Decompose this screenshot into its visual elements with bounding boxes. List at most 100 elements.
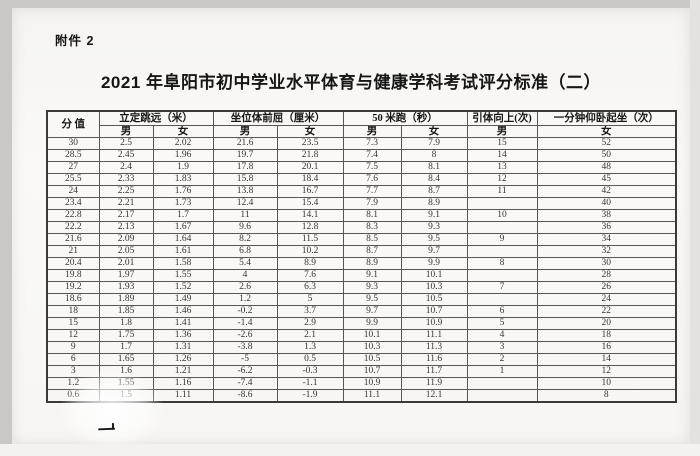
table-cell: 18.4 [276, 173, 344, 186]
table-cell: 40 [536, 197, 677, 210]
table-cell: 22.8 [46, 209, 100, 222]
table-cell: 30 [46, 137, 100, 150]
table-row: 30 2.5 2.02 21.6 23.5 7.3 7.9 15 52 [46, 137, 677, 150]
table-row: 21.6 2.09 1.64 8.2 11.5 8.5 9.5 9 34 [46, 233, 677, 246]
table-cell: 2.02 [152, 137, 214, 150]
table-cell: 11.9 [400, 377, 468, 390]
table-cell: 9.1 [342, 269, 402, 282]
table-cell: 2.9 [276, 317, 344, 330]
table-cell: 7.3 [342, 137, 402, 150]
table-cell: 10.1 [400, 269, 468, 282]
table-cell: 0.5 [276, 353, 344, 366]
table-cell: 24 [536, 293, 677, 306]
table-cell: 13.8 [212, 185, 278, 198]
table-cell: 10 [466, 209, 538, 222]
table-cell: 2.4 [98, 161, 154, 174]
table-cell: 8.9 [342, 257, 402, 270]
table-cell: 11 [466, 185, 538, 198]
table-cell: 6.3 [276, 281, 344, 294]
table-cell: 10.1 [342, 329, 402, 342]
table-cell: -8.6 [212, 389, 278, 403]
table-cell: 36 [536, 221, 677, 234]
table-cell [466, 377, 538, 390]
table-cell: 7.5 [342, 161, 402, 174]
subheader-50m-male: 男 [342, 125, 402, 138]
table-cell: 14 [536, 353, 677, 366]
col-header-score: 分 值 [46, 110, 100, 138]
table-row: 6 1.65 1.26 -5 0.5 10.5 11.6 2 14 [46, 353, 677, 366]
table-cell: 2.01 [98, 257, 154, 270]
table-cell: 7 [466, 281, 538, 294]
subheader-sit-reach-male: 男 [212, 125, 278, 138]
table-cell: 12 [46, 329, 100, 342]
table-cell: 6 [46, 353, 100, 366]
table-cell: 11.5 [276, 233, 344, 246]
table-cell: 1.75 [98, 329, 154, 342]
table-cell: 8.7 [400, 185, 468, 198]
table-cell: 1.97 [98, 269, 154, 282]
table-cell: 7.6 [342, 173, 402, 186]
table-cell: -5 [212, 353, 278, 366]
table-cell: 11.3 [400, 341, 468, 354]
table-cell: 15.8 [212, 173, 278, 186]
table-cell: 8.5 [342, 233, 402, 246]
table-cell: 20.4 [46, 257, 100, 270]
table-row: 20.4 2.01 1.58 5.4 8.9 8.9 9.9 8 30 [46, 257, 677, 270]
table-cell: 9.1 [400, 209, 468, 222]
table-cell: -0.2 [212, 305, 278, 318]
table-cell: 30 [536, 257, 677, 270]
table-cell: 2.21 [98, 197, 154, 210]
table-cell: 9.5 [400, 233, 468, 246]
table-cell: -0.3 [276, 365, 344, 378]
table-cell: 4 [212, 269, 278, 282]
col-header-pull-ups: 引体向上(次) [466, 110, 538, 126]
table-row: 22.2 2.13 1.67 9.6 12.8 8.3 9.3 36 [46, 221, 677, 234]
table-cell: 11 [212, 209, 278, 222]
table-cell: 11.1 [342, 389, 402, 403]
table-cell: 2.17 [98, 209, 154, 222]
table-cell: 9.3 [342, 281, 402, 294]
table-row: 25.5 2.33 1.83 15.8 18.4 7.6 8.4 12 45 [46, 173, 677, 186]
table-cell: 22 [536, 305, 677, 318]
table-row: 9 1.7 1.31 -3.8 1.3 10.3 11.3 3 16 [46, 341, 677, 354]
table-row: 19.2 1.93 1.52 2.6 6.3 9.3 10.3 7 26 [46, 281, 677, 294]
subheader-50m-female: 女 [400, 125, 468, 138]
table-cell: 10.9 [400, 317, 468, 330]
table-cell: 1.11 [152, 389, 214, 403]
table-cell: 34 [536, 233, 677, 246]
table-cell [466, 197, 538, 210]
table-cell: 9 [466, 233, 538, 246]
table-cell: 2.09 [98, 233, 154, 246]
table-cell: 1.89 [98, 293, 154, 306]
table-cell: 1.64 [152, 233, 214, 246]
table-row: 21 2.05 1.61 6.8 10.2 8.7 9.7 32 [46, 245, 677, 258]
table-cell: 1.58 [152, 257, 214, 270]
table-cell: 1.93 [98, 281, 154, 294]
table-cell: 9.6 [212, 221, 278, 234]
table-cell: 22.2 [46, 221, 100, 234]
table-cell: 50 [536, 149, 677, 162]
table-cell: 15.4 [276, 197, 344, 210]
table-cell: 1 [466, 365, 538, 378]
table-cell: 23.4 [46, 197, 100, 210]
table-cell: 2.25 [98, 185, 154, 198]
table-cell: 2.1 [276, 329, 344, 342]
table-cell: 10.9 [342, 377, 402, 390]
table-cell [466, 221, 538, 234]
table-cell: 2.05 [98, 245, 154, 258]
table-cell: 2.6 [212, 281, 278, 294]
table-cell: 16.7 [276, 185, 344, 198]
col-header-sit-ups: 一分钟仰卧起坐（次） [536, 110, 677, 126]
table-cell: 17.8 [212, 161, 278, 174]
table-cell: 1.2 [46, 377, 100, 390]
table-cell: 7.4 [342, 149, 402, 162]
col-header-50m-run: 50 米跑（秒） [342, 110, 468, 126]
table-cell: 45 [536, 173, 677, 186]
table-cell: 0.6 [46, 389, 100, 403]
table-cell: 38 [536, 209, 677, 222]
table-cell: 52 [536, 137, 677, 150]
table-cell: 12.8 [276, 221, 344, 234]
table-cell [466, 245, 538, 258]
table-cell: 11.6 [400, 353, 468, 366]
table-cell: 23.5 [276, 137, 344, 150]
